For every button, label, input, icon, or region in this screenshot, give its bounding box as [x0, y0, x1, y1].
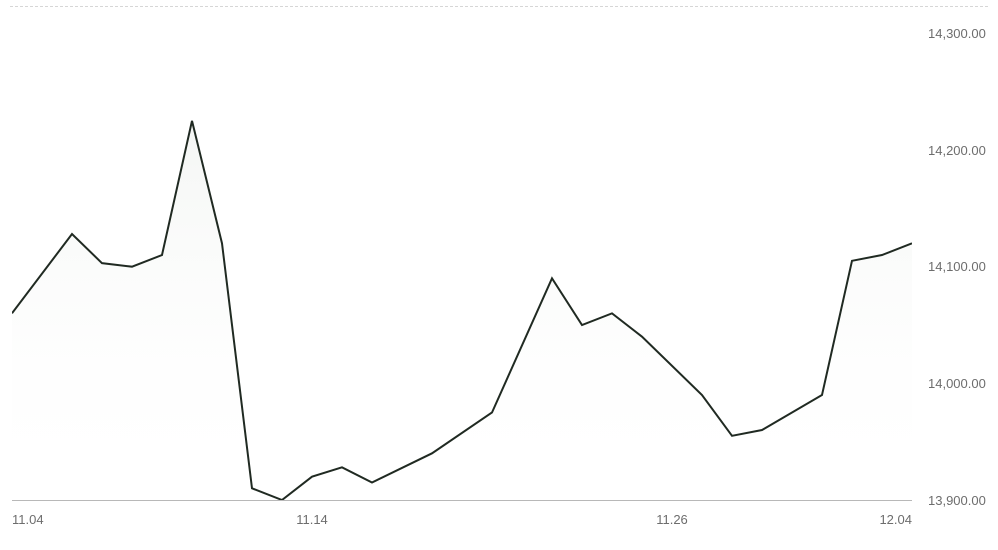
plot-area: [12, 10, 912, 500]
y-tick-label: 14,100.00: [928, 259, 986, 274]
chart-container: 13,900.00 14,000.00 14,100.00 14,200.00 14,3…: [0, 0, 998, 550]
x-tick-label: 11.04: [12, 512, 44, 527]
series-area: [12, 121, 912, 500]
x-tick-label: 12.04: [879, 512, 912, 527]
y-tick-label: 14,000.00: [928, 376, 986, 391]
y-tick-label: 14,300.00: [928, 26, 986, 41]
y-tick-label: 13,900.00: [928, 493, 986, 508]
x-tick-label: 11.14: [296, 512, 328, 527]
top-dashed-border: [10, 6, 988, 7]
x-axis-line: [12, 500, 912, 501]
x-tick-label: 11.26: [656, 512, 688, 527]
y-tick-label: 14,200.00: [928, 143, 986, 158]
